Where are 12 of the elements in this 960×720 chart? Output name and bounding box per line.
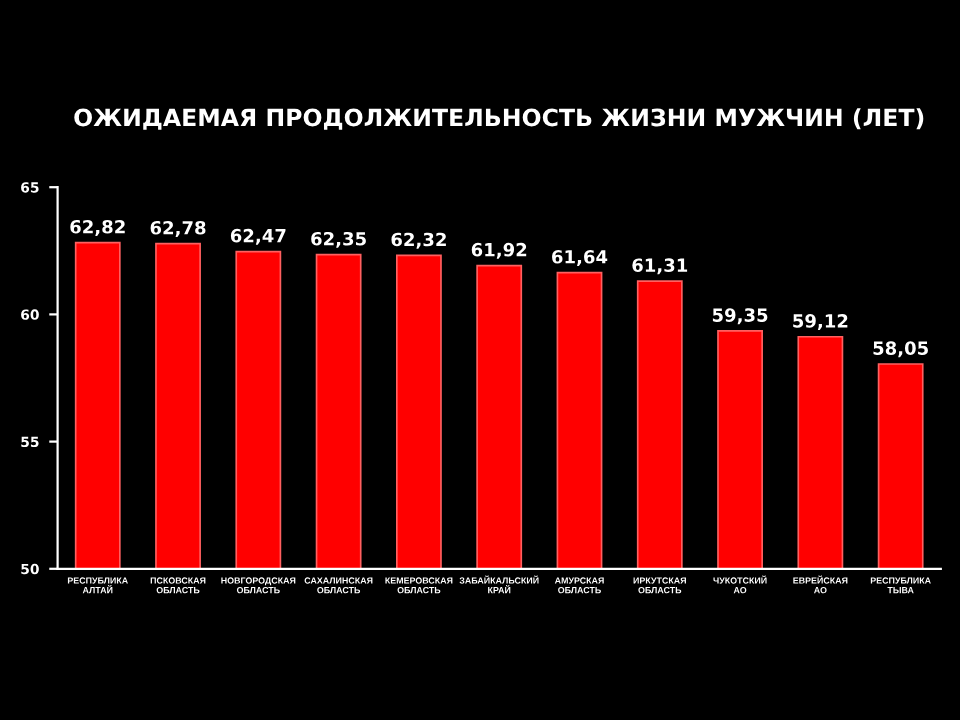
data-label: 62,78 [150,220,206,237]
data-label: 59,12 [793,314,848,331]
data-label: 62,35 [311,231,366,248]
data-label: 61,31 [632,258,688,275]
data-label: 62,82 [70,219,125,236]
data-label: 59,35 [712,308,768,325]
data-label: 58,05 [873,341,928,358]
data-label: 62,47 [230,228,286,245]
data-label: 61,64 [552,249,608,266]
data-label: 61,92 [471,242,527,259]
data-label: 62,32 [391,232,446,249]
chart-title: ОЖИДАЕМАЯ ПРОДОЛЖИТЕЛЬНОСТЬ ЖИЗНИ МУЖЧИН (ЛЕТ) [74,108,924,130]
